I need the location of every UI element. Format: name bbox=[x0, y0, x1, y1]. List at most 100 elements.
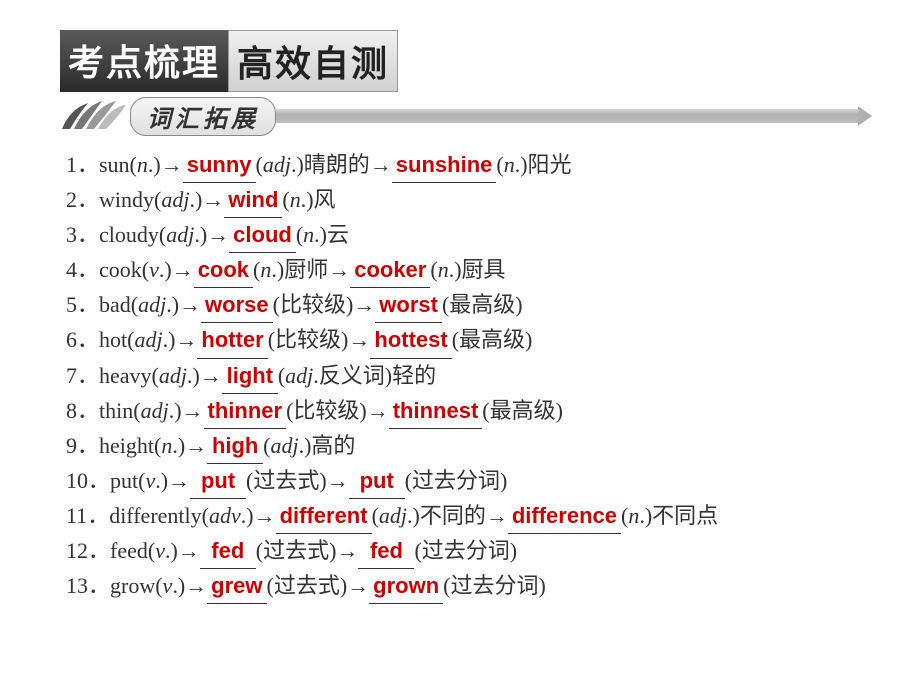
subheader-title: 词汇拓展 bbox=[130, 97, 276, 136]
arrow-bar-icon bbox=[276, 109, 860, 123]
pos-label: n bbox=[628, 503, 639, 528]
vocab-row: 10．put(v.)→put(过去式)→put(过去分词) bbox=[66, 464, 860, 499]
answer-blank: light bbox=[222, 359, 278, 394]
pos-label: adj bbox=[134, 327, 162, 352]
item-text: ．height( bbox=[77, 433, 161, 458]
item-number: 5 bbox=[66, 292, 77, 317]
item-text: .)风 bbox=[301, 187, 336, 212]
item-number: 11 bbox=[66, 503, 87, 528]
item-text: .)晴朗的→ bbox=[291, 152, 392, 177]
item-text: .)云 bbox=[314, 222, 349, 247]
pos-label: adv bbox=[209, 503, 241, 528]
pos-label: n bbox=[438, 257, 449, 282]
answer-blank: put bbox=[190, 464, 246, 499]
answer-blank: hotter bbox=[197, 323, 267, 358]
pos-label: adj bbox=[285, 363, 313, 388]
pos-label: adj bbox=[161, 187, 189, 212]
item-text: ( bbox=[256, 152, 263, 177]
item-text: ．sun( bbox=[77, 152, 137, 177]
pos-label: n bbox=[504, 152, 515, 177]
vocab-row: 8．thin(adj.)→thinner(比较级)→thinnest(最高级) bbox=[66, 394, 860, 429]
answer-blank: thinner bbox=[204, 394, 287, 429]
pos-label: adj bbox=[166, 222, 194, 247]
answer-blank: wind bbox=[224, 183, 282, 218]
item-text: .)→ bbox=[159, 257, 194, 282]
answer-blank: fed bbox=[200, 534, 256, 569]
item-text: .)阳光 bbox=[515, 152, 572, 177]
item-number: 10 bbox=[66, 468, 88, 493]
page-container: 考点梳理 高效自测 词汇拓展 1．sun(n.)→sunny(adj.)晴朗的→… bbox=[0, 0, 920, 604]
item-text: (过去式)→ bbox=[267, 573, 370, 598]
item-text: ．put( bbox=[88, 468, 145, 493]
answer-blank: high bbox=[207, 429, 263, 464]
item-text: .)→ bbox=[165, 538, 200, 563]
item-text: ( bbox=[496, 152, 503, 177]
header-tabs: 考点梳理 高效自测 bbox=[60, 30, 860, 92]
pos-label: n bbox=[290, 187, 301, 212]
answer-blank: thinnest bbox=[389, 394, 483, 429]
item-text: (过去分词) bbox=[443, 573, 546, 598]
item-text: ．differently( bbox=[87, 503, 209, 528]
item-text: .)高的 bbox=[299, 433, 356, 458]
vocab-list: 1．sun(n.)→sunny(adj.)晴朗的→sunshine(n.)阳光2… bbox=[60, 148, 860, 604]
item-text: (比较级)→ bbox=[268, 327, 371, 352]
item-text: (比较级)→ bbox=[286, 398, 389, 423]
vocab-row: 12．feed(v.)→fed(过去式)→fed(过去分词) bbox=[66, 534, 860, 569]
answer-blank: worse bbox=[201, 288, 273, 323]
item-text: (最高级) bbox=[452, 327, 533, 352]
answer-blank: cooker bbox=[350, 253, 430, 288]
item-text: (最高级) bbox=[482, 398, 563, 423]
answer-blank: fed bbox=[358, 534, 414, 569]
item-number: 3 bbox=[66, 222, 77, 247]
answer-blank: sunshine bbox=[392, 148, 497, 183]
item-text: .)厨具 bbox=[449, 257, 506, 282]
item-text: ．cook( bbox=[77, 257, 149, 282]
vocab-row: 2．windy(adj.)→wind(n.)风 bbox=[66, 183, 860, 218]
item-number: 9 bbox=[66, 433, 77, 458]
answer-blank: difference bbox=[508, 499, 621, 534]
pos-label: v bbox=[149, 257, 159, 282]
answer-blank: grew bbox=[207, 569, 266, 604]
pos-label: adj bbox=[263, 152, 291, 177]
pos-label: n bbox=[161, 433, 172, 458]
answer-blank: grown bbox=[369, 569, 443, 604]
item-text: .)→ bbox=[172, 433, 207, 458]
item-text: ．hot( bbox=[77, 327, 134, 352]
item-text: ．feed( bbox=[88, 538, 155, 563]
vocab-row: 7．heavy(adj.)→light(adj.反义词)轻的 bbox=[66, 359, 860, 394]
vocab-row: 9．height(n.)→high(adj.)高的 bbox=[66, 429, 860, 464]
item-text: (过去分词) bbox=[414, 538, 517, 563]
pos-label: n bbox=[260, 257, 271, 282]
answer-blank: cook bbox=[194, 253, 253, 288]
item-text: (过去分词) bbox=[405, 468, 508, 493]
item-number: 7 bbox=[66, 363, 77, 388]
item-text: (过去式)→ bbox=[256, 538, 359, 563]
item-text: .)→ bbox=[163, 327, 198, 352]
vocab-row: 3．cloudy(adj.)→cloud(n.)云 bbox=[66, 218, 860, 253]
answer-blank: cloud bbox=[229, 218, 296, 253]
item-text: .)不同点 bbox=[639, 503, 718, 528]
item-text: .)→ bbox=[172, 573, 207, 598]
pos-label: n bbox=[303, 222, 314, 247]
answer-blank: put bbox=[349, 464, 405, 499]
item-text: ( bbox=[430, 257, 437, 282]
item-number: 1 bbox=[66, 152, 77, 177]
answer-blank: different bbox=[276, 499, 372, 534]
pos-label: adj bbox=[379, 503, 407, 528]
answer-blank: worst bbox=[375, 288, 442, 323]
tab-review: 考点梳理 bbox=[60, 30, 228, 92]
item-number: 6 bbox=[66, 327, 77, 352]
item-text: (过去式)→ bbox=[246, 468, 349, 493]
item-text: .)→ bbox=[148, 152, 183, 177]
item-text: ( bbox=[282, 187, 289, 212]
answer-blank: sunny bbox=[183, 148, 256, 183]
item-text: ．windy( bbox=[77, 187, 161, 212]
pos-label: adj bbox=[159, 363, 187, 388]
subheader-row: 词汇拓展 bbox=[60, 96, 860, 136]
pos-label: v bbox=[163, 573, 173, 598]
item-text: ．grow( bbox=[88, 573, 163, 598]
tab-selftest: 高效自测 bbox=[228, 30, 398, 92]
item-number: 8 bbox=[66, 398, 77, 423]
item-text: .)→ bbox=[241, 503, 276, 528]
vocab-row: 1．sun(n.)→sunny(adj.)晴朗的→sunshine(n.)阳光 bbox=[66, 148, 860, 183]
